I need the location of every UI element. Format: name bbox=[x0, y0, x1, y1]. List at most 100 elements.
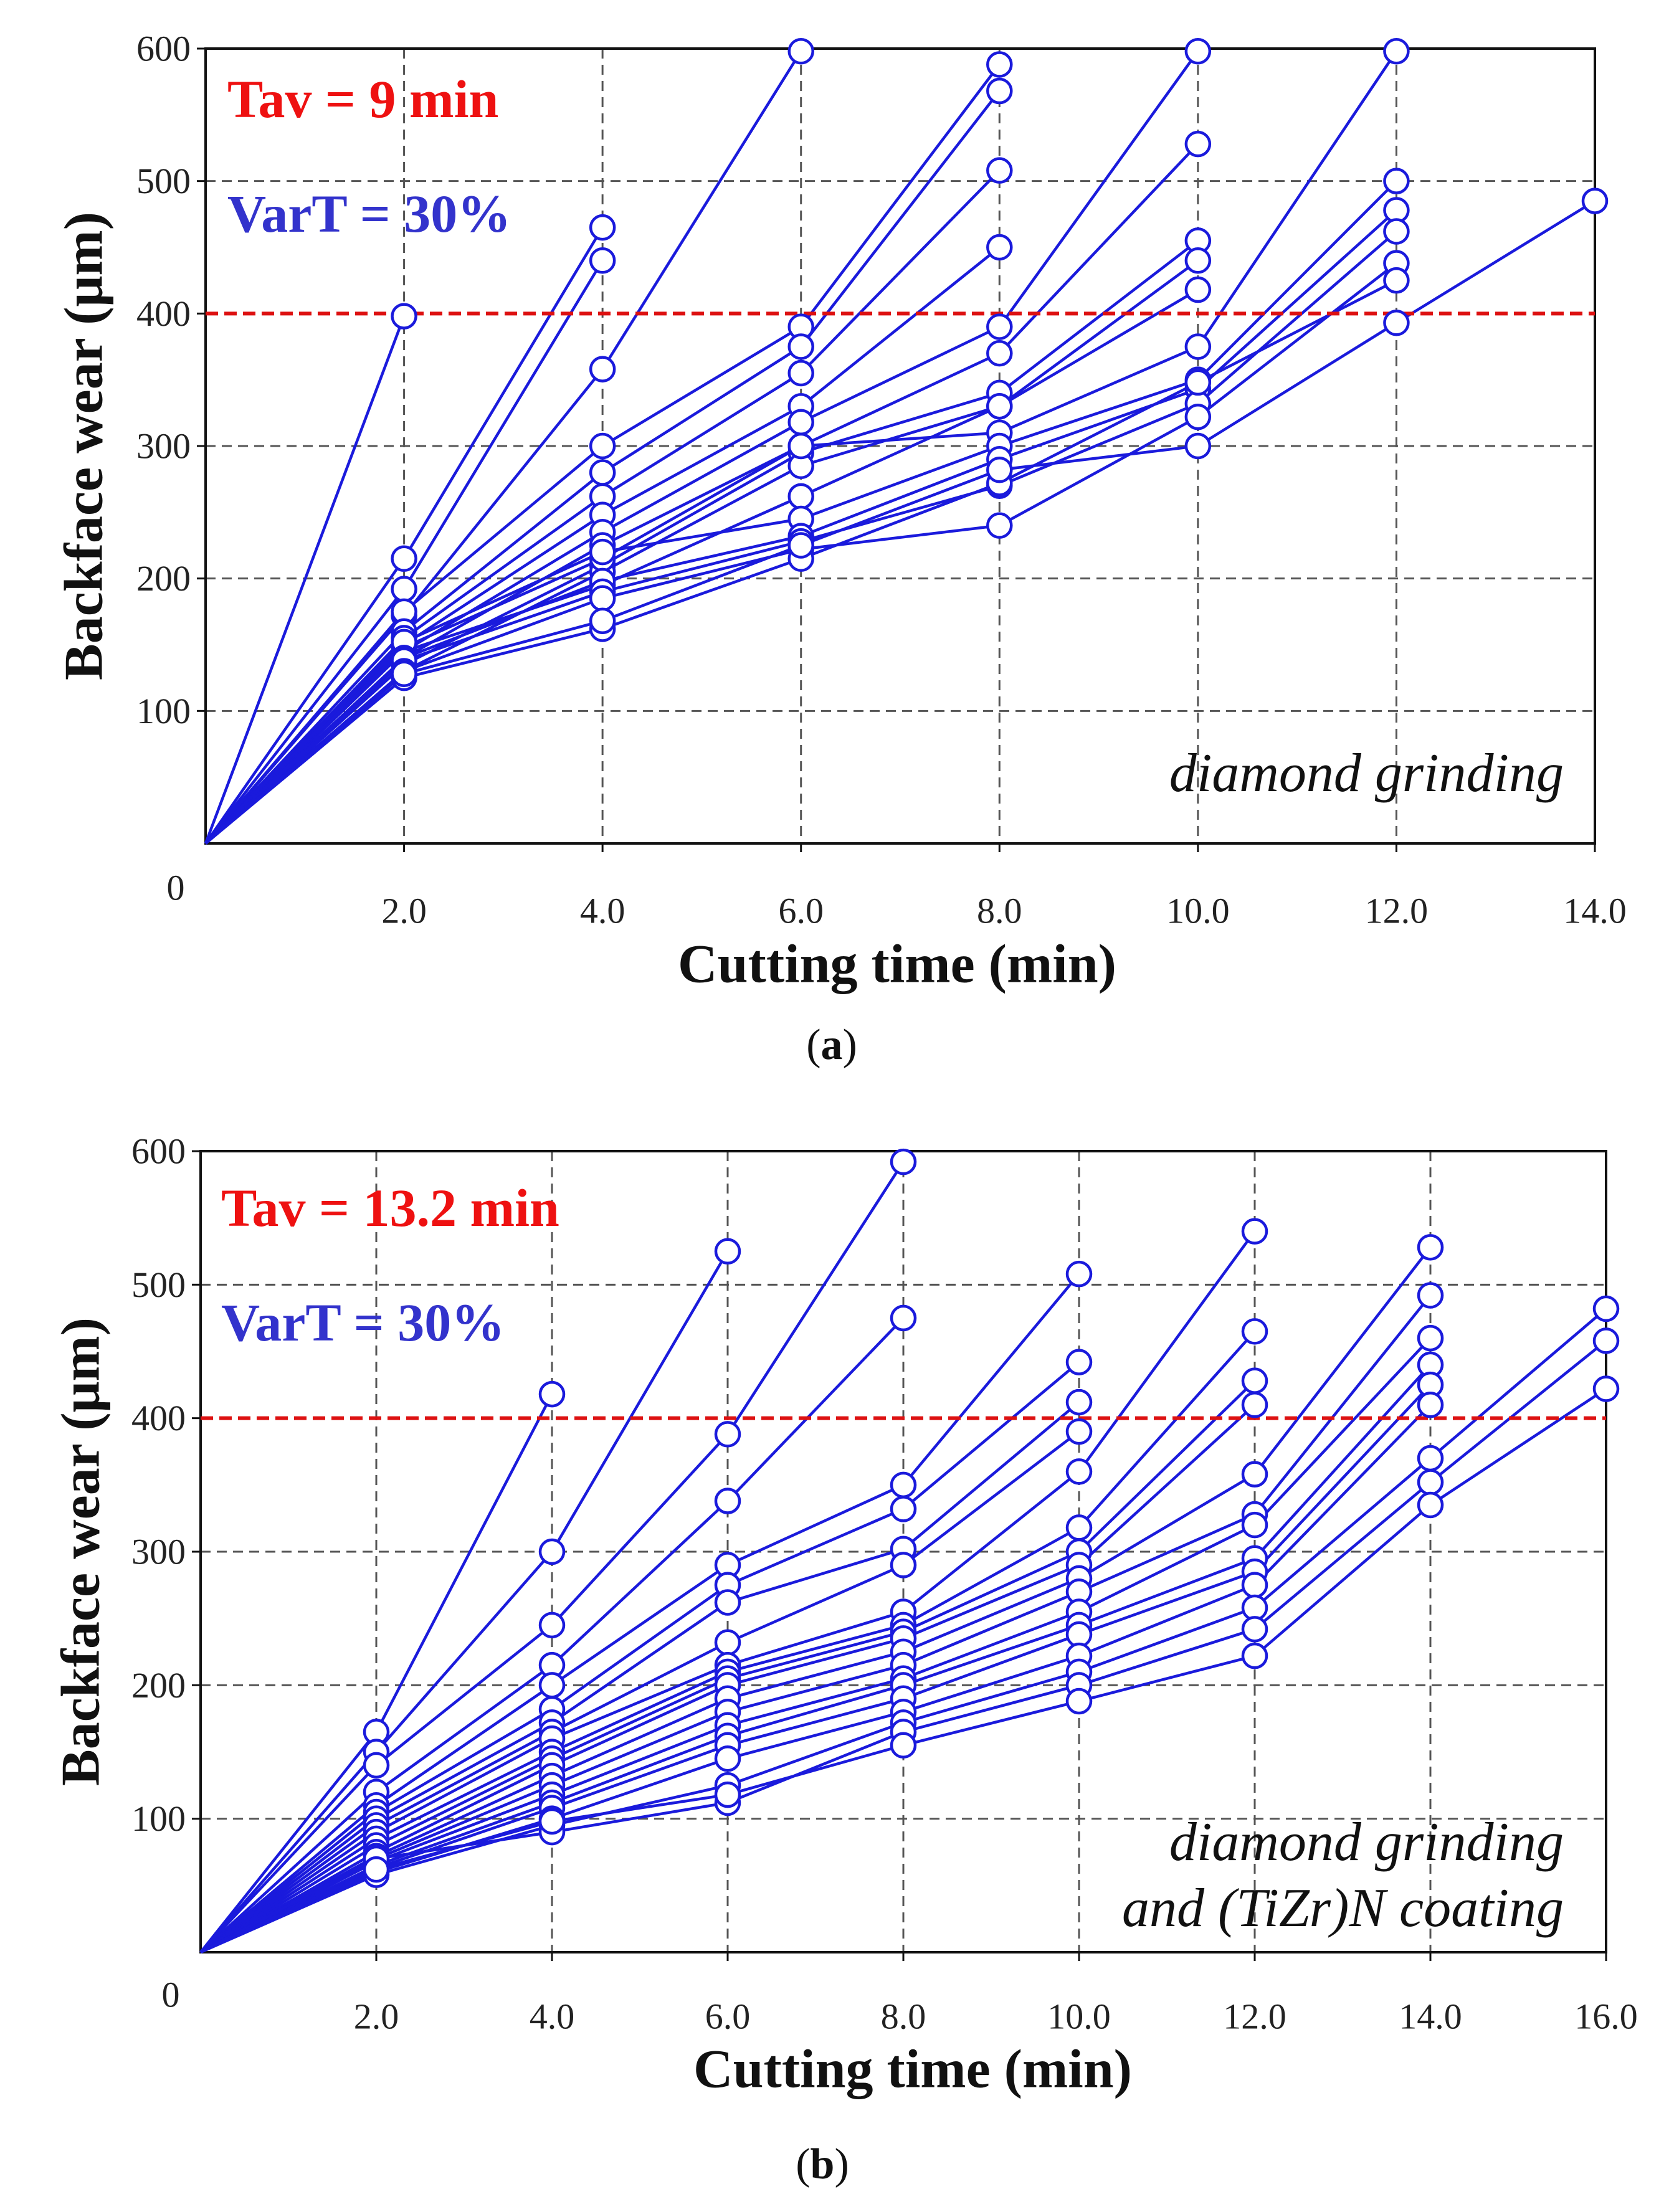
x-tick-label: 12.0 bbox=[1223, 1996, 1286, 2037]
panel-label: b bbox=[811, 2140, 835, 2188]
series-lines bbox=[204, 50, 1596, 845]
data-point bbox=[1241, 1318, 1268, 1345]
data-point bbox=[714, 1589, 741, 1616]
data-point bbox=[1065, 1349, 1093, 1375]
series-line bbox=[199, 1273, 1080, 1953]
data-point bbox=[1241, 1616, 1268, 1643]
data-point bbox=[1065, 1687, 1093, 1715]
data-point bbox=[1592, 1375, 1620, 1402]
y-tick-label: 500 bbox=[131, 1265, 186, 1305]
y-tick-label: 500 bbox=[136, 161, 191, 201]
vart-annotation: VarT = 30% bbox=[221, 1293, 505, 1352]
data-point bbox=[890, 1148, 917, 1175]
data-point bbox=[1184, 38, 1212, 65]
series-line bbox=[199, 1246, 1432, 1953]
data-point bbox=[589, 247, 616, 274]
x-tick-label: 6.0 bbox=[778, 891, 824, 931]
series-line bbox=[204, 259, 1199, 845]
x-tick-label: 6.0 bbox=[705, 1996, 751, 2037]
data-point bbox=[714, 1238, 741, 1265]
data-point bbox=[1065, 1514, 1093, 1541]
x-tick-label: 10.0 bbox=[1047, 1996, 1111, 2037]
data-point bbox=[890, 1552, 917, 1578]
data-point bbox=[391, 576, 417, 602]
data-point bbox=[1417, 1491, 1444, 1519]
data-point bbox=[538, 1672, 566, 1699]
series-line bbox=[204, 50, 802, 845]
data-point bbox=[890, 1304, 917, 1332]
data-point bbox=[391, 660, 417, 688]
data-point bbox=[391, 303, 417, 330]
series-line bbox=[200, 1384, 1432, 1954]
x-tick-label: 14.0 bbox=[1399, 1996, 1462, 2037]
series-line bbox=[199, 1430, 1080, 1953]
data-point bbox=[589, 356, 616, 382]
series-line bbox=[204, 143, 1199, 845]
method-label: diamond grinding bbox=[1169, 743, 1564, 804]
series-markers bbox=[363, 1148, 1620, 1888]
data-point bbox=[1241, 1572, 1268, 1598]
x-axis-title: Cutting time (min) bbox=[678, 934, 1116, 995]
data-point bbox=[986, 77, 1013, 105]
data-point bbox=[714, 1629, 741, 1656]
y-tick-label: 600 bbox=[136, 29, 191, 69]
data-point bbox=[986, 234, 1013, 261]
x-tick-label: 4.0 bbox=[530, 1996, 575, 2037]
data-point bbox=[1417, 1234, 1444, 1261]
x-tick-label: 8.0 bbox=[977, 891, 1022, 931]
data-point bbox=[538, 1808, 566, 1835]
vart-annotation: VarT = 30% bbox=[227, 184, 511, 244]
data-point bbox=[787, 532, 814, 559]
data-point bbox=[787, 409, 814, 435]
data-point bbox=[1383, 218, 1410, 245]
data-point bbox=[1241, 1218, 1268, 1245]
data-point bbox=[1383, 38, 1410, 65]
data-point bbox=[1417, 1469, 1444, 1496]
series-markers bbox=[391, 38, 1609, 691]
x-tick-label: 2.0 bbox=[354, 1996, 399, 2037]
tav-annotation: Tav = 9 min bbox=[227, 69, 498, 129]
data-point bbox=[1065, 1418, 1093, 1445]
series-line bbox=[204, 199, 1596, 845]
data-point bbox=[1592, 1327, 1620, 1354]
chart-panel-b: 2.0 4.0 6.0 8.0 10.0 12.0 14.0 16.0 100 200 300 400… bbox=[51, 1131, 1638, 2189]
data-point bbox=[1184, 432, 1212, 460]
x-tick-label: 12.0 bbox=[1365, 891, 1429, 931]
data-point bbox=[589, 432, 616, 460]
data-point bbox=[1241, 1461, 1268, 1488]
series-line bbox=[204, 239, 1199, 845]
data-point bbox=[363, 1752, 390, 1779]
panel-label: a bbox=[821, 1021, 843, 1069]
data-point bbox=[1581, 187, 1609, 214]
method-label: and (TiZr)N coating bbox=[1122, 1878, 1564, 1939]
series-line bbox=[204, 315, 406, 844]
x-tick-label: 4.0 bbox=[580, 891, 625, 931]
data-point bbox=[1383, 267, 1410, 294]
data-point bbox=[787, 359, 814, 387]
panel-caption: (b) bbox=[796, 2140, 849, 2188]
y-tick-label: 300 bbox=[136, 426, 191, 467]
series-line bbox=[199, 1337, 1432, 1953]
data-point bbox=[787, 432, 814, 460]
data-point bbox=[589, 607, 616, 634]
data-point bbox=[1065, 1388, 1093, 1416]
data-point bbox=[1417, 1445, 1444, 1472]
data-point bbox=[1065, 1260, 1093, 1288]
data-point bbox=[1241, 1642, 1268, 1669]
series-line bbox=[200, 1403, 1432, 1954]
origin-label: 0 bbox=[167, 868, 185, 908]
x-tick-label: 10.0 bbox=[1166, 891, 1230, 931]
series-line bbox=[199, 1401, 1080, 1953]
series-line bbox=[204, 288, 1199, 845]
data-point bbox=[714, 1421, 741, 1448]
data-point bbox=[589, 585, 616, 612]
panel-caption: (a) bbox=[806, 1021, 857, 1069]
data-point bbox=[1184, 403, 1212, 430]
data-point bbox=[714, 1488, 741, 1514]
data-point bbox=[1383, 309, 1410, 336]
origin-label: 0 bbox=[162, 1975, 180, 2015]
data-point bbox=[986, 392, 1013, 420]
chart-panel-a: 2.0 4.0 6.0 8.0 10.0 12.0 14.0 100 200 300 400 500 6… bbox=[54, 29, 1627, 1070]
data-point bbox=[986, 457, 1013, 483]
